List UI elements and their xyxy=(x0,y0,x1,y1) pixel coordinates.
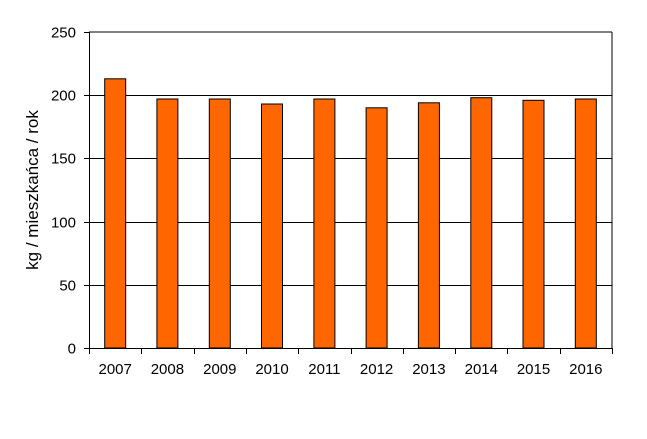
x-tick-label: 2008 xyxy=(151,361,184,378)
bar-2008 xyxy=(156,98,179,349)
y-tick-label: 100 xyxy=(51,215,76,232)
y-axis-title: kg / mieszkańca / rok xyxy=(23,110,42,270)
y-tick-label: 50 xyxy=(59,278,76,295)
y-tick-label: 250 xyxy=(51,25,76,42)
bar-2015 xyxy=(522,99,545,349)
bar-2013 xyxy=(417,102,440,349)
x-tick-label: 2015 xyxy=(517,361,550,378)
x-tick-label: 2007 xyxy=(99,361,132,378)
bar-2011 xyxy=(313,98,336,349)
bar-2010 xyxy=(261,103,283,349)
axes xyxy=(84,31,613,354)
x-tick-label: 2011 xyxy=(308,361,340,378)
x-tick-label: 2009 xyxy=(203,361,236,378)
x-tick-label: 2013 xyxy=(412,361,445,378)
bars xyxy=(104,78,597,349)
bar-2007 xyxy=(104,78,127,349)
bar-2014 xyxy=(470,97,493,349)
x-tick-label: 2014 xyxy=(465,361,498,378)
y-tick-label: 200 xyxy=(51,88,76,105)
x-tick-label: 2016 xyxy=(569,361,602,378)
y-tick-label: 150 xyxy=(51,151,76,168)
bar-2012 xyxy=(365,107,388,349)
x-tick-label: 2010 xyxy=(255,361,288,378)
tick-labels: 0 50 100 150 200 250 2007 2008 2009 2010 2011 2012 2… xyxy=(51,25,603,379)
bar-2016 xyxy=(574,98,597,349)
y-tick-label: 0 xyxy=(68,341,76,358)
x-tick-label: 2012 xyxy=(360,361,393,378)
bar-2009 xyxy=(208,98,231,349)
